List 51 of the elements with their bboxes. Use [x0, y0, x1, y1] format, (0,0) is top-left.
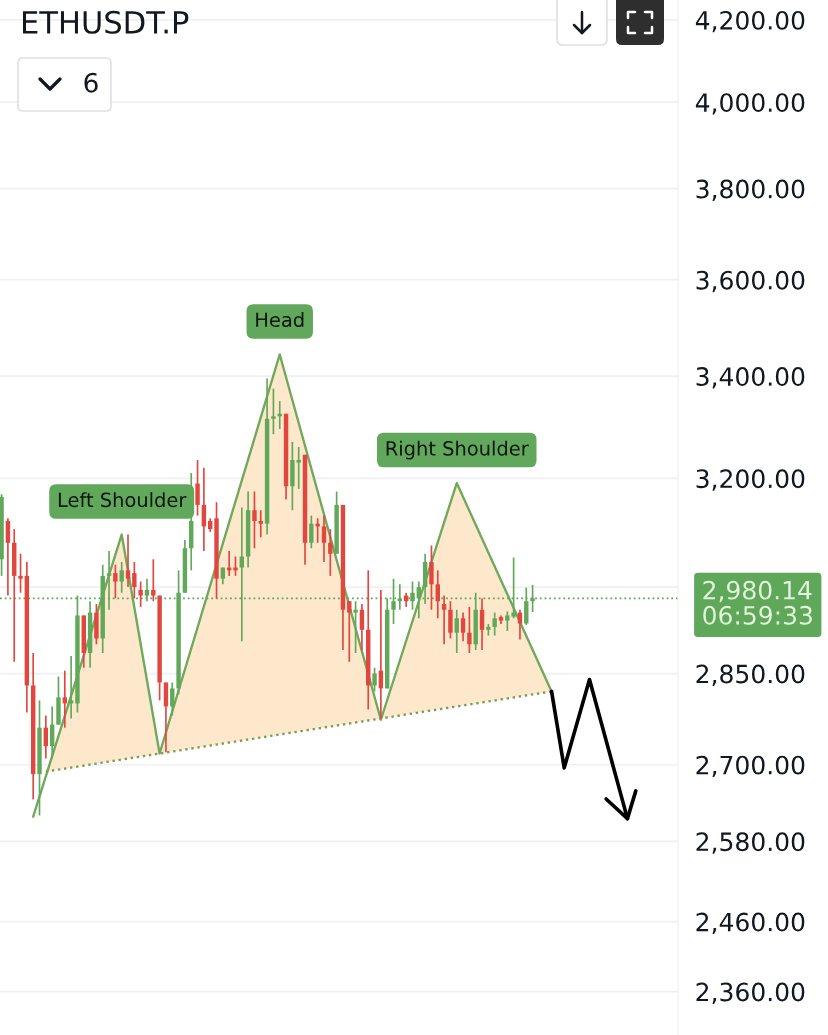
annotation: 6 [84, 72, 98, 93]
y-tick-label: 3,200.00 [696, 469, 805, 491]
candlestick [460, 611, 466, 643]
candlestick [309, 514, 314, 550]
candlestick [454, 608, 459, 654]
candlestick [125, 533, 131, 588]
candlestick [106, 550, 112, 611]
candlestick [5, 517, 11, 597]
y-tick-label: 3,400.00 [696, 367, 805, 389]
candlestick [372, 666, 377, 693]
candlestick [271, 387, 276, 435]
annotation: Head [256, 312, 304, 328]
candlestick [448, 600, 453, 640]
annotation: Left Shoulder [58, 492, 187, 508]
y-tick-label: 4,000.00 [695, 93, 805, 115]
candlestick [435, 569, 440, 620]
candlestick [353, 600, 358, 654]
candlestick [170, 681, 175, 717]
candlestick [68, 655, 74, 720]
candlestick [144, 577, 150, 603]
candlestick [252, 490, 257, 550]
candlestick [119, 561, 124, 594]
candlestick [321, 514, 327, 563]
candlestick [138, 580, 143, 608]
y-tick-label: 3,800.00 [696, 179, 805, 202]
candlestick [359, 603, 365, 651]
candlestick [328, 528, 333, 577]
candlestick [18, 552, 23, 594]
candlestick [113, 563, 118, 600]
candlestick [397, 583, 403, 611]
candlestick [163, 681, 169, 754]
annotation: Right Shoulder [386, 440, 529, 460]
y-tick-label: 2,580.00 [696, 832, 805, 854]
candlestick [347, 600, 352, 663]
candlestick [429, 544, 434, 611]
y-tick-label: 2,360.00 [696, 982, 805, 1004]
candlestick [467, 606, 472, 654]
candlestick [258, 509, 263, 539]
y-tick-label: 4,200.00 [695, 10, 805, 33]
candlestick [195, 459, 200, 517]
chart-title: ETHUSDT.P [23, 10, 189, 34]
y-tick-label: 2,700.00 [696, 755, 805, 778]
candlestick [151, 558, 156, 603]
candlestick [132, 561, 137, 600]
candlestick [441, 594, 447, 646]
y-tick-label: 2,850.00 [696, 664, 805, 686]
ref-line-label: 2,980.14 06:59:33 [703, 580, 812, 625]
y-tick-label: 2,460.00 [696, 912, 805, 935]
y-tick-label: 3,600.00 [696, 270, 805, 293]
candlestick [479, 597, 485, 651]
candlestick [492, 611, 497, 637]
